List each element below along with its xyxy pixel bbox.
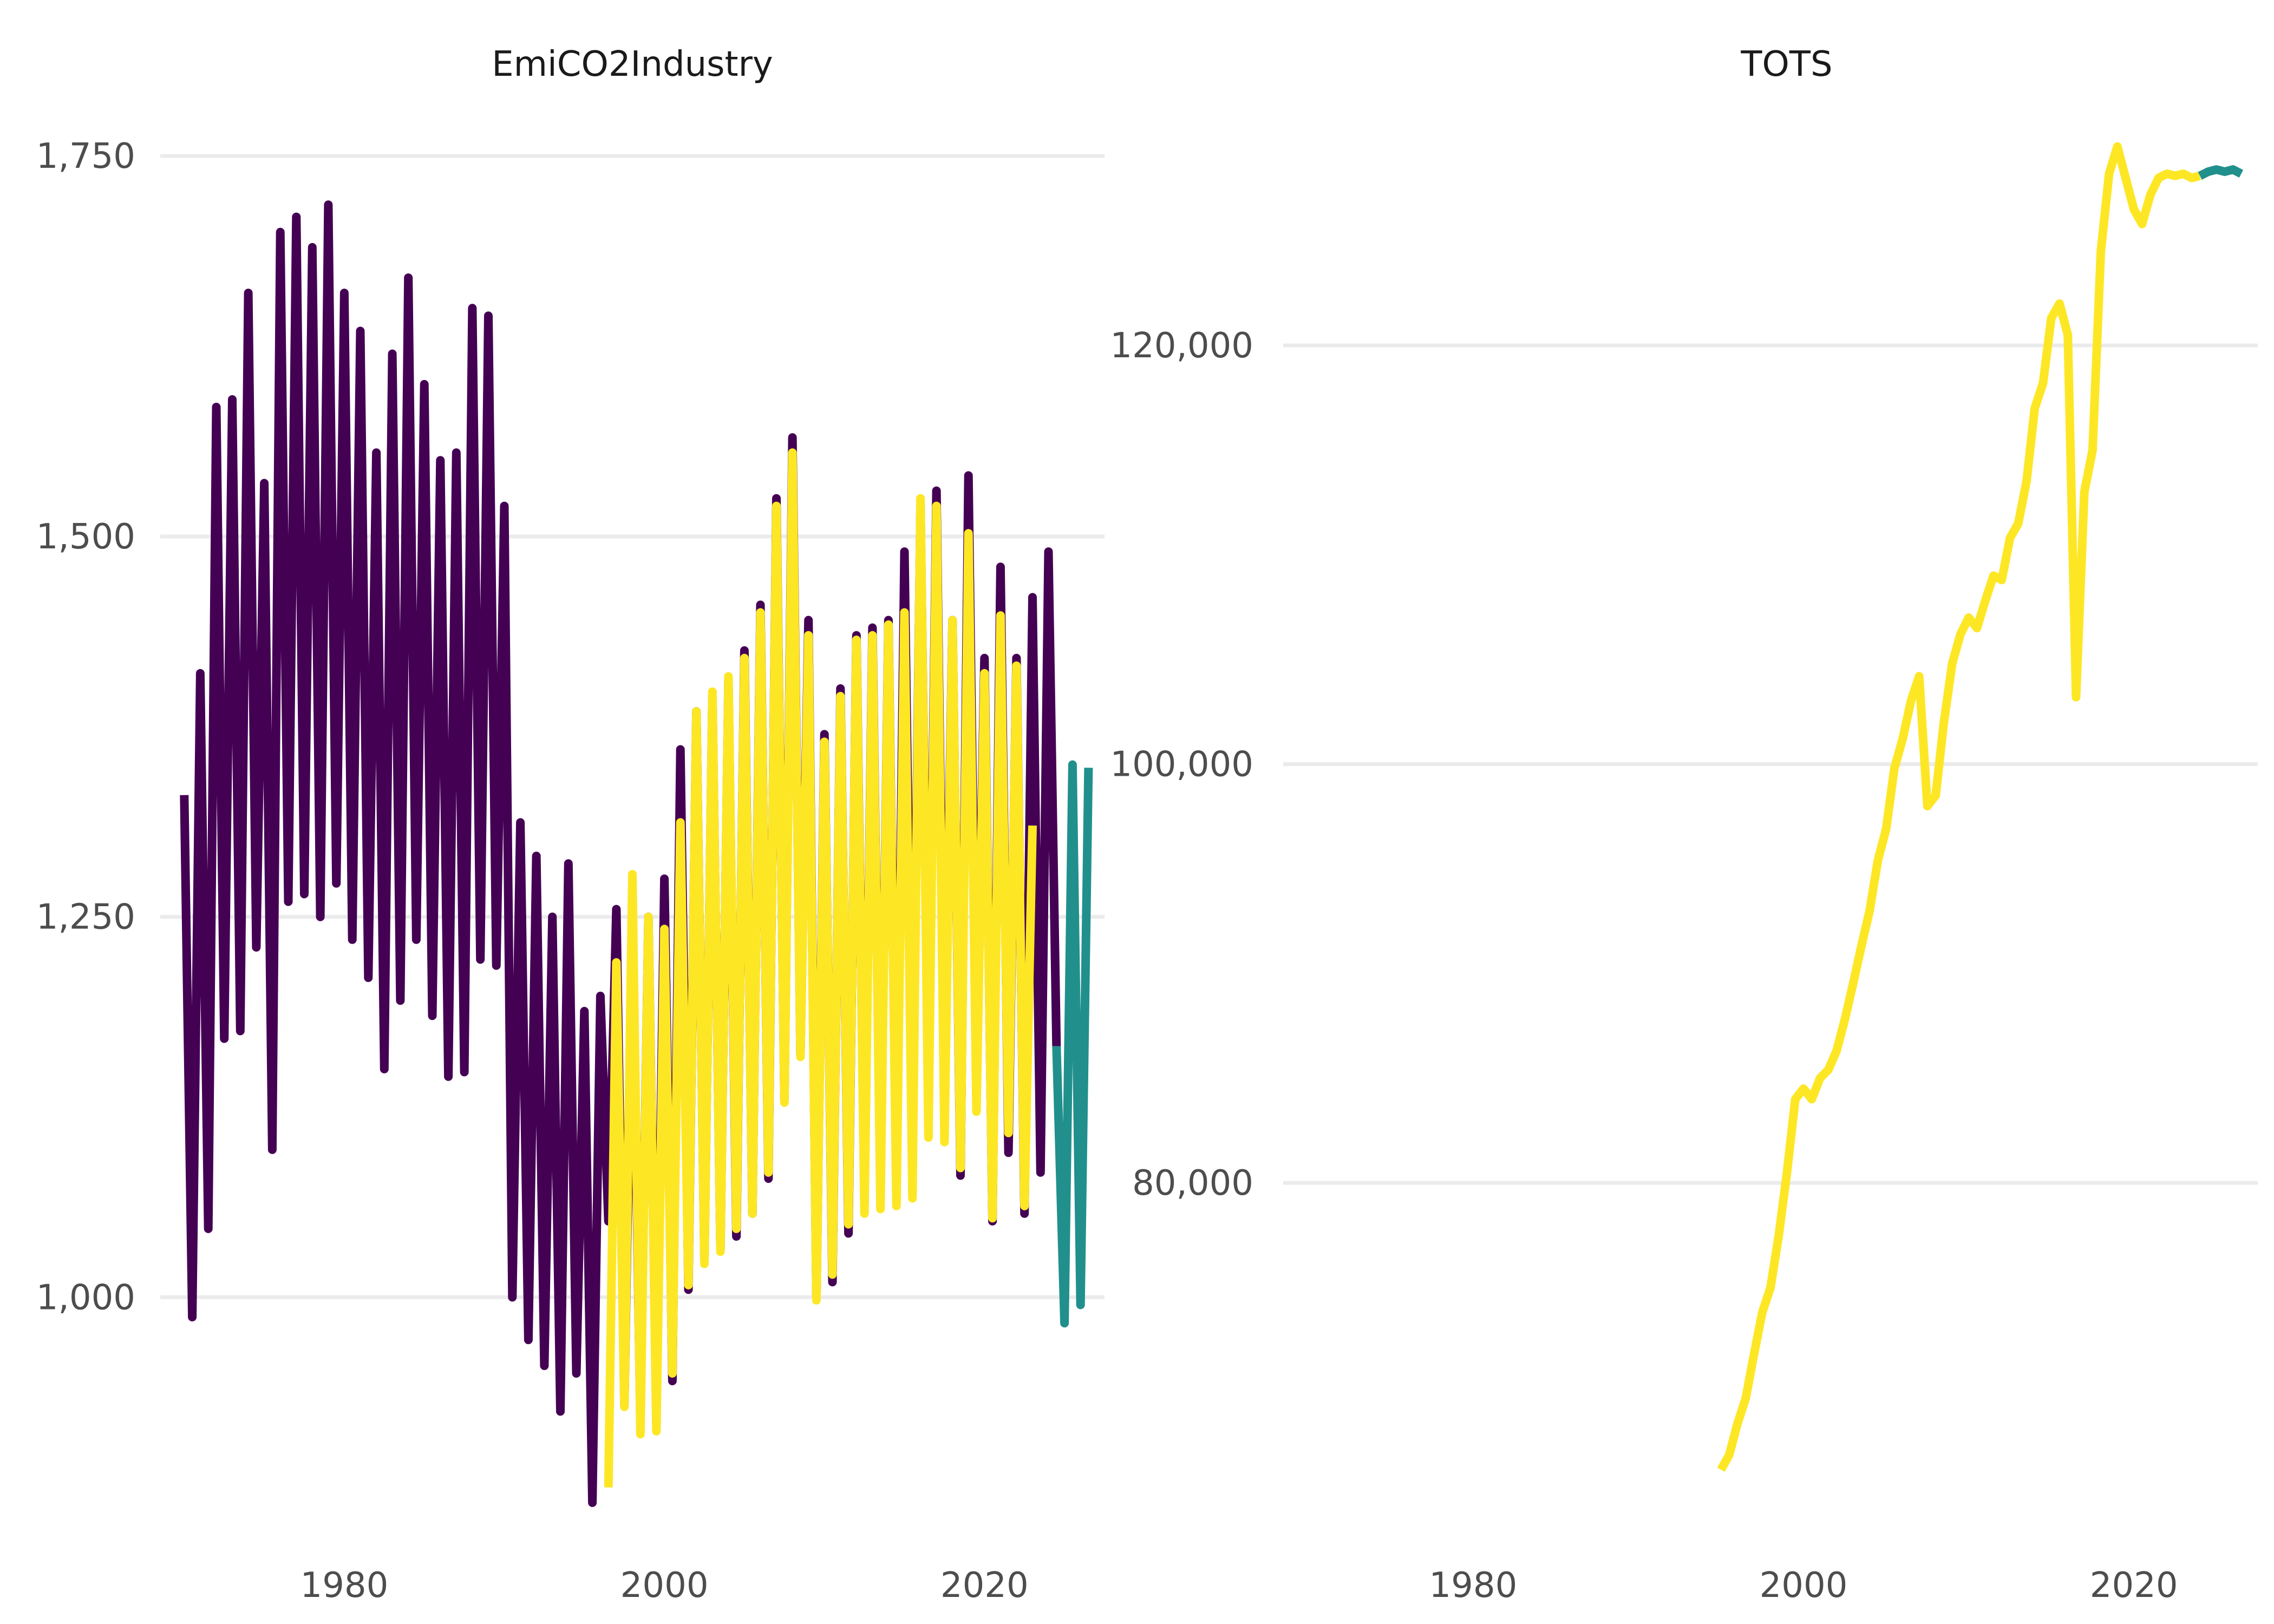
panel-emico2industry: 1,000 1,250 1,500 1,750 1980 2000 2020 EmiCO2In… xyxy=(36,44,1105,1606)
series-line-fde725 xyxy=(1717,142,2201,1472)
x-tick-label-1980: 1980 xyxy=(300,1566,388,1606)
y-tick-label-120000: 120,000 xyxy=(1110,326,1253,366)
y-tick-label-1750: 1,750 xyxy=(36,136,135,176)
panel-tots: 80,000 100,000 120,000 1980 2000 2020 TOTS xyxy=(1110,44,2258,1606)
x-tick-label-2000: 2000 xyxy=(620,1566,709,1606)
y-tick-label-1500: 1,500 xyxy=(36,517,135,557)
y-tick-label-1250: 1,250 xyxy=(36,898,135,938)
x-tick-label-2020: 2020 xyxy=(940,1566,1029,1606)
series-line-21908c xyxy=(2198,165,2244,180)
y-tick-label-1000: 1,000 xyxy=(36,1278,135,1318)
series-line-fde725 xyxy=(604,448,1037,1488)
x-tick-label-1980: 1980 xyxy=(1429,1566,1517,1606)
y-tick-label-100000: 100,000 xyxy=(1110,745,1253,785)
series-line-21908c xyxy=(1052,760,1093,1328)
panel-title: TOTS xyxy=(1740,44,1832,84)
x-tick-label-2020: 2020 xyxy=(2090,1566,2178,1606)
y-tick-label-80000: 80,000 xyxy=(1132,1163,1253,1203)
x-tick-label-2000: 2000 xyxy=(1760,1566,1848,1606)
panel-title: EmiCO2Industry xyxy=(492,44,773,84)
